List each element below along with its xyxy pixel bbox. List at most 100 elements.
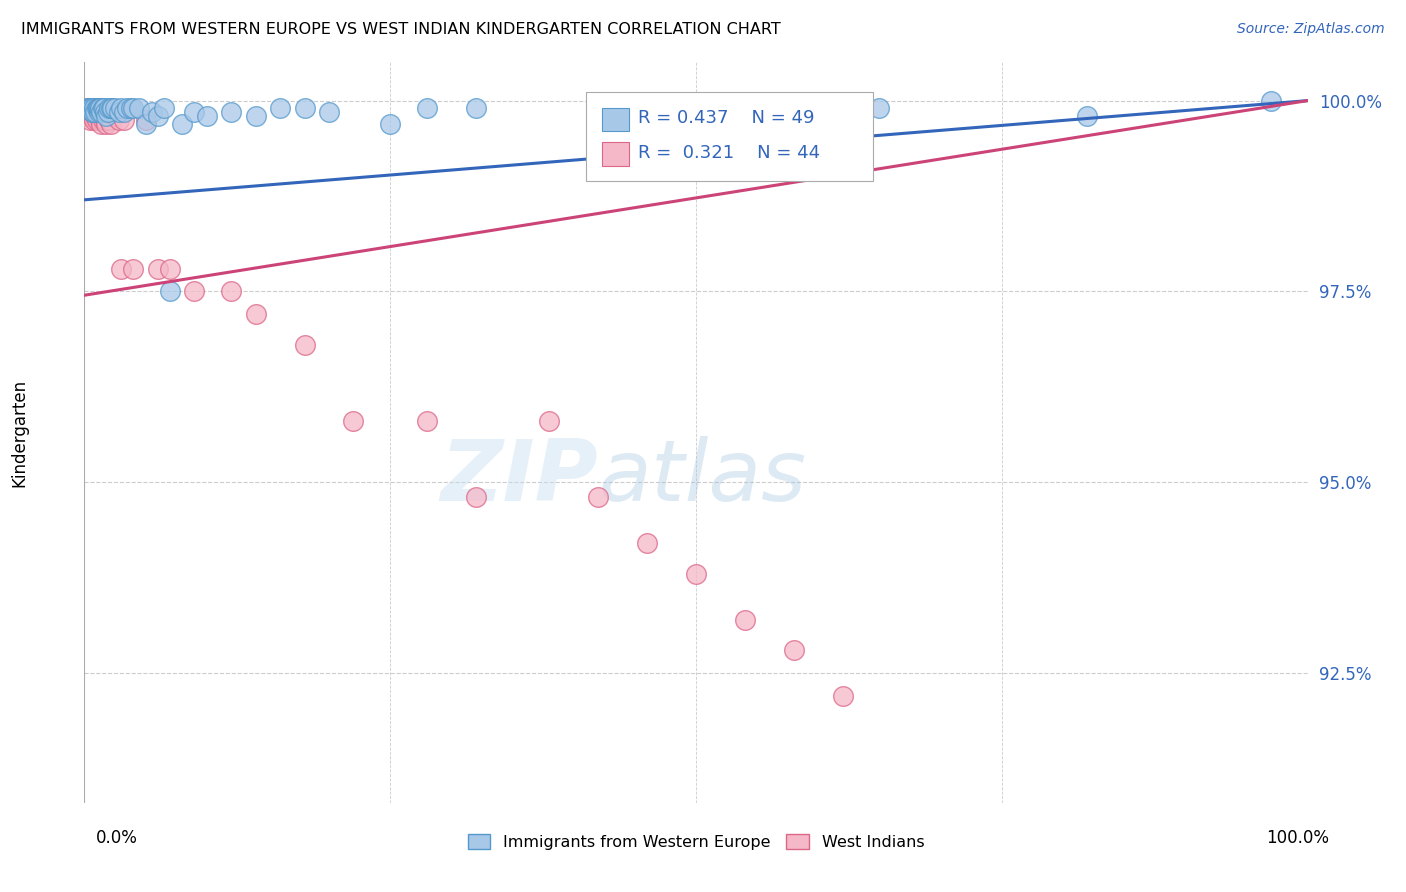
Point <box>122 101 145 115</box>
Point <box>94 112 117 127</box>
Point <box>77 101 100 115</box>
Point <box>538 414 561 428</box>
Point <box>1076 109 1098 123</box>
Point <box>245 307 267 321</box>
Point <box>464 101 486 115</box>
Point <box>586 491 609 505</box>
FancyBboxPatch shape <box>602 143 628 166</box>
Point <box>91 101 114 115</box>
Point <box>90 116 112 130</box>
Point <box>107 105 129 120</box>
Point <box>128 101 150 115</box>
Point <box>97 105 120 120</box>
Point <box>219 105 242 120</box>
Point <box>122 261 145 276</box>
Point <box>79 109 101 123</box>
Point <box>318 105 340 120</box>
Point <box>107 112 129 127</box>
Point <box>97 112 120 127</box>
Point <box>869 101 891 115</box>
Point <box>294 338 316 352</box>
Point <box>183 285 205 299</box>
Point <box>380 116 402 130</box>
Point <box>1260 94 1282 108</box>
Point <box>96 116 118 130</box>
Point <box>94 105 117 120</box>
Text: ZIP: ZIP <box>440 435 598 518</box>
Point <box>77 101 100 115</box>
Point <box>153 101 176 115</box>
Point <box>86 101 108 115</box>
Point <box>783 643 806 657</box>
Point <box>294 101 316 115</box>
Point <box>89 101 111 115</box>
Point <box>93 101 115 115</box>
Text: Source: ZipAtlas.com: Source: ZipAtlas.com <box>1237 22 1385 37</box>
Point <box>87 101 110 115</box>
Text: 100.0%: 100.0% <box>1265 829 1329 847</box>
Point <box>146 109 169 123</box>
Point <box>112 112 135 127</box>
Point <box>183 105 205 120</box>
Point <box>87 105 110 120</box>
Point <box>90 105 112 120</box>
Y-axis label: Kindergarten: Kindergarten <box>11 378 28 487</box>
FancyBboxPatch shape <box>602 108 628 131</box>
Point <box>172 116 194 130</box>
Point <box>89 112 111 127</box>
Point <box>685 566 707 581</box>
Point <box>101 101 124 115</box>
Point <box>110 261 132 276</box>
Text: R = 0.437    N = 49: R = 0.437 N = 49 <box>638 109 815 127</box>
Point <box>195 109 218 123</box>
Point <box>104 109 127 123</box>
Point <box>219 285 242 299</box>
Point <box>112 105 135 120</box>
Point <box>87 101 110 115</box>
Point <box>120 101 142 115</box>
Point <box>84 105 107 120</box>
Text: R =  0.321    N = 44: R = 0.321 N = 44 <box>638 144 821 161</box>
Point <box>77 101 100 115</box>
Point <box>77 105 100 120</box>
Point <box>464 491 486 505</box>
Point <box>83 112 105 127</box>
Text: IMMIGRANTS FROM WESTERN EUROPE VS WEST INDIAN KINDERGARTEN CORRELATION CHART: IMMIGRANTS FROM WESTERN EUROPE VS WEST I… <box>21 22 780 37</box>
Point <box>97 101 120 115</box>
Point <box>100 116 122 130</box>
Point <box>80 101 103 115</box>
Point <box>110 101 132 115</box>
Point <box>77 109 100 123</box>
Point <box>76 109 98 123</box>
Point <box>100 101 122 115</box>
FancyBboxPatch shape <box>586 92 873 181</box>
Point <box>135 112 157 127</box>
Point <box>104 101 127 115</box>
Point <box>141 105 163 120</box>
Point <box>84 109 107 123</box>
Point <box>80 105 103 120</box>
Point <box>135 116 157 130</box>
Point <box>159 261 181 276</box>
Text: 0.0%: 0.0% <box>96 829 138 847</box>
Point <box>734 613 756 627</box>
Point <box>636 536 658 550</box>
Point <box>146 261 169 276</box>
Point <box>245 109 267 123</box>
Point <box>416 414 439 428</box>
Point <box>82 101 104 115</box>
Point <box>79 112 101 127</box>
Legend: Immigrants from Western Europe, West Indians: Immigrants from Western Europe, West Ind… <box>460 826 932 858</box>
Point <box>86 112 108 127</box>
Point <box>342 414 364 428</box>
Point <box>83 101 105 115</box>
Point <box>87 101 110 115</box>
Point <box>831 689 853 703</box>
Point <box>269 101 291 115</box>
Point <box>159 285 181 299</box>
Point <box>96 109 118 123</box>
Point <box>82 105 104 120</box>
Point <box>80 109 103 123</box>
Text: atlas: atlas <box>598 435 806 518</box>
Point <box>93 109 115 123</box>
